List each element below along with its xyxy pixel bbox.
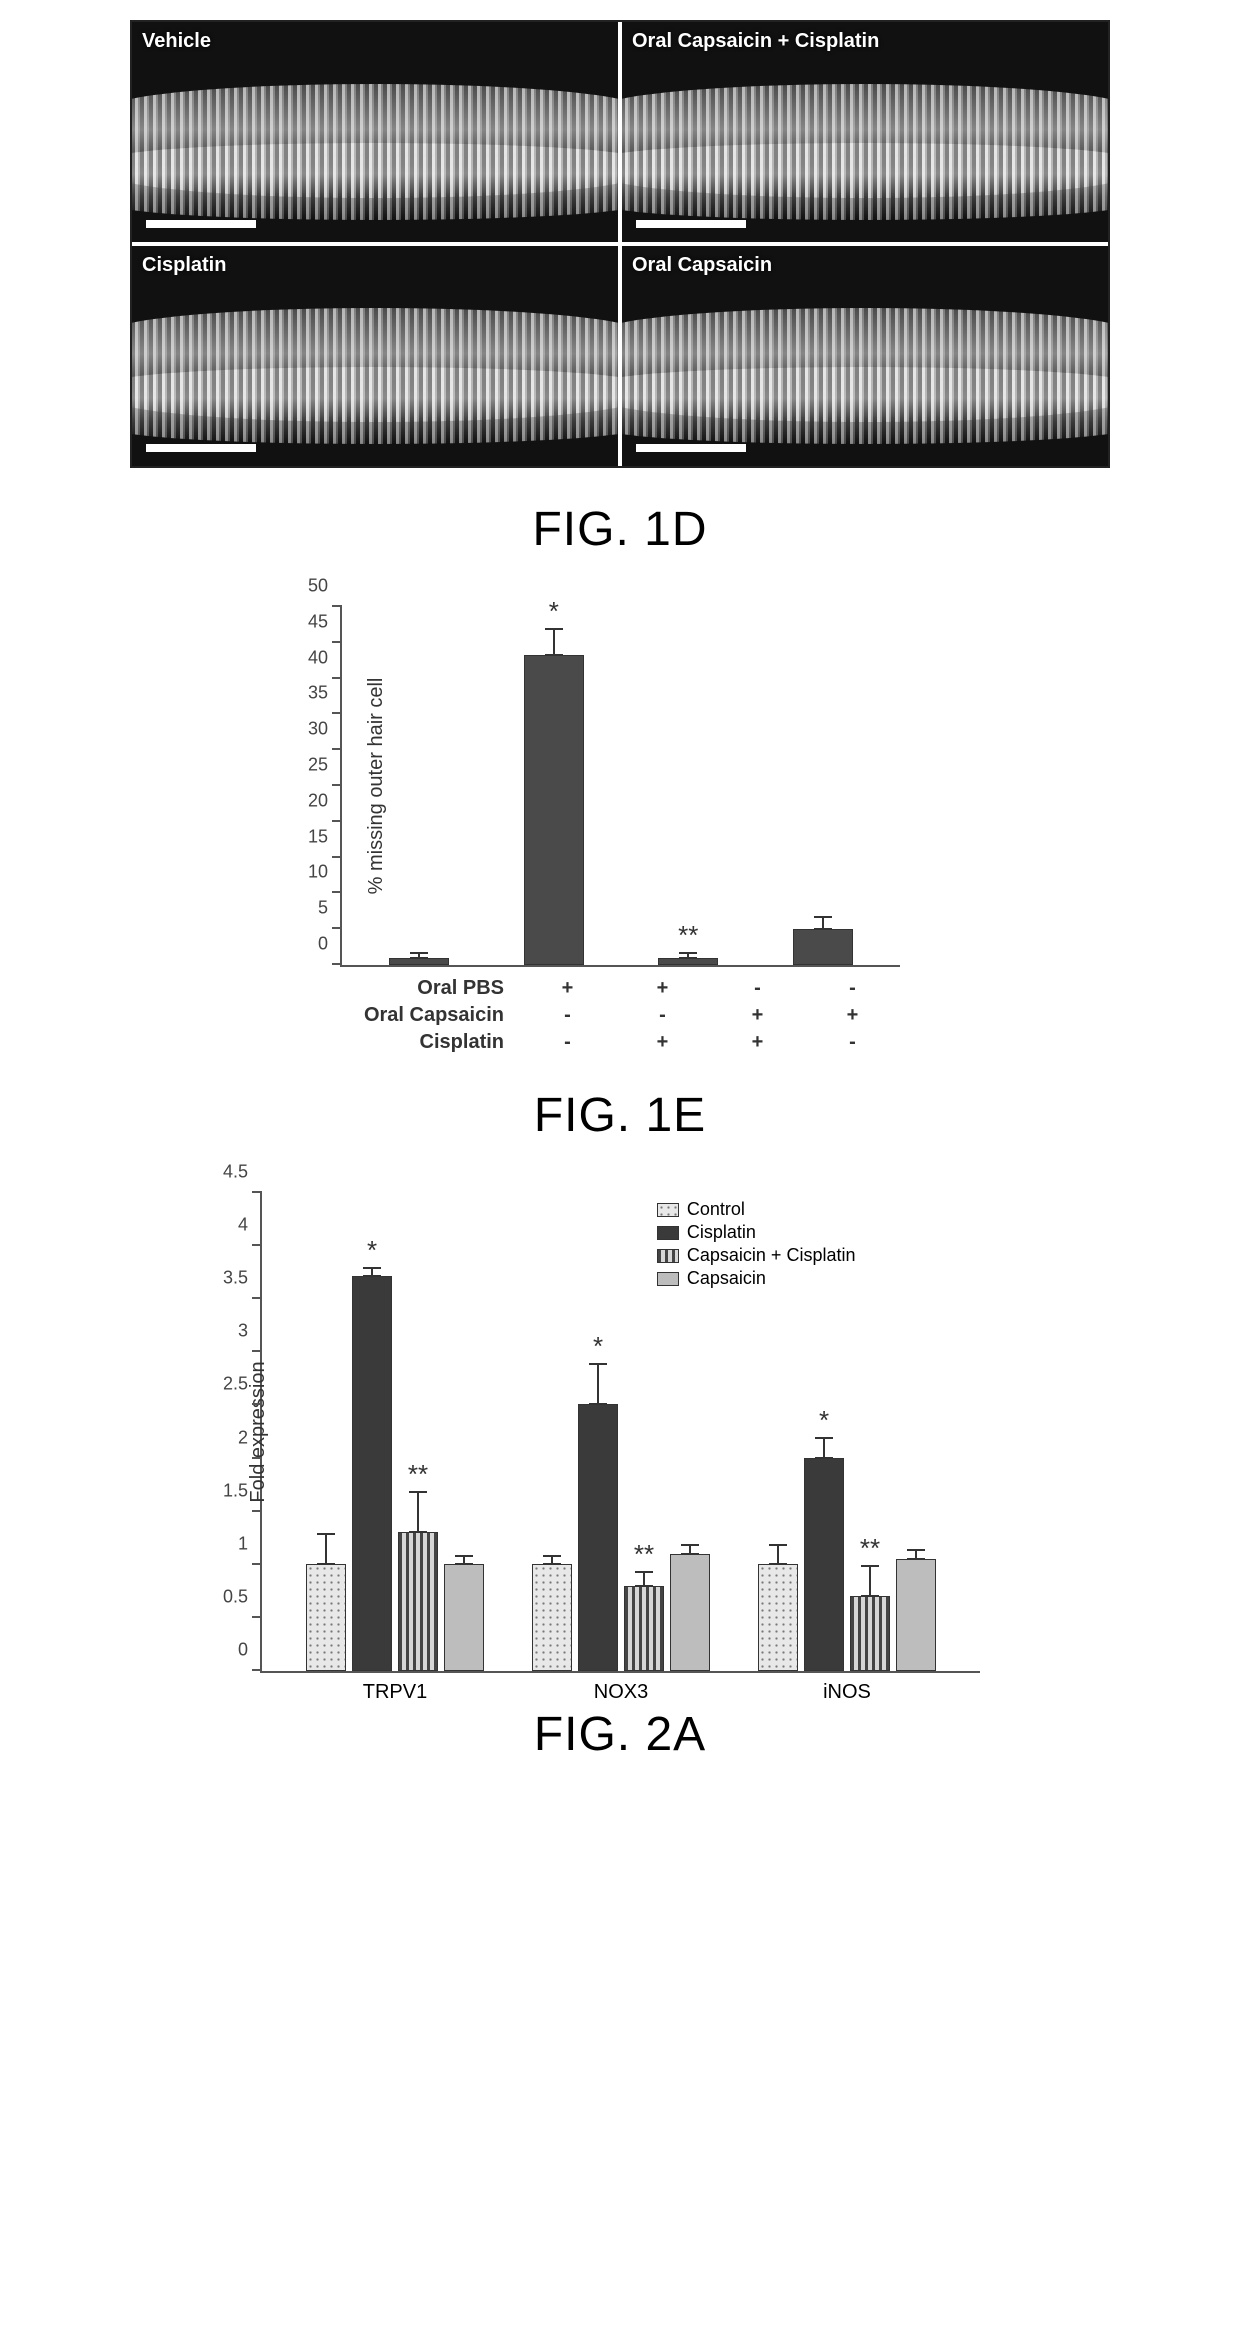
ytick-label: 2 bbox=[238, 1427, 248, 1448]
significance-marker: * bbox=[549, 598, 559, 624]
ytick-label: 10 bbox=[308, 862, 328, 883]
fig2a-chart: Fold expression ControlCisplatinCapsaici… bbox=[260, 1193, 980, 1673]
ytick-label: 5 bbox=[318, 898, 328, 919]
ytick-label: 1.5 bbox=[223, 1480, 248, 1501]
fig1d-caption: FIG. 1D bbox=[532, 502, 707, 557]
fig1d-label-cisplatin: Cisplatin bbox=[142, 254, 226, 277]
ytick-label: 35 bbox=[308, 683, 328, 704]
ytick-label: 3.5 bbox=[223, 1268, 248, 1289]
ytick-label: 0.5 bbox=[223, 1586, 248, 1607]
ytick-label: 4 bbox=[238, 1215, 248, 1236]
bar: * bbox=[352, 1276, 392, 1671]
treatment-sign: + bbox=[710, 1031, 805, 1054]
significance-marker: * bbox=[593, 1333, 603, 1359]
treatment-sign: - bbox=[710, 977, 805, 1000]
bar-group: ***TRPV1 bbox=[306, 1276, 484, 1671]
ytick-label: 2.5 bbox=[223, 1374, 248, 1395]
bar: * bbox=[578, 1404, 618, 1671]
bar: ** bbox=[850, 1596, 890, 1671]
ytick-label: 50 bbox=[308, 576, 328, 597]
significance-marker: ** bbox=[860, 1535, 880, 1561]
treatment-sign: - bbox=[520, 1031, 615, 1054]
scalebar bbox=[146, 220, 256, 228]
treatment-sign: - bbox=[805, 1031, 900, 1054]
fig1d-panel-vehicle: Vehicle bbox=[132, 22, 618, 242]
ytick-label: 45 bbox=[308, 611, 328, 632]
bar: ** bbox=[624, 1586, 664, 1671]
bar bbox=[896, 1559, 936, 1671]
treatment-row-label: Cisplatin bbox=[340, 1031, 520, 1054]
scalebar bbox=[146, 444, 256, 452]
significance-marker: ** bbox=[678, 922, 698, 948]
ytick-label: 30 bbox=[308, 719, 328, 740]
ytick-label: 25 bbox=[308, 755, 328, 776]
bar bbox=[670, 1554, 710, 1671]
treatment-sign: - bbox=[615, 1004, 710, 1027]
bar bbox=[793, 929, 853, 965]
fig2a-caption: FIG. 2A bbox=[534, 1707, 706, 1762]
treatment-row-label: Oral Capsaicin bbox=[340, 1004, 520, 1027]
ytick-label: 0 bbox=[318, 934, 328, 955]
significance-marker: ** bbox=[634, 1541, 654, 1567]
bar-group: ***NOX3 bbox=[532, 1404, 710, 1671]
fig1d-panel-cisplatin: Cisplatin bbox=[132, 246, 618, 466]
bar bbox=[389, 958, 449, 965]
bar bbox=[306, 1564, 346, 1671]
treatment-sign: + bbox=[805, 1004, 900, 1027]
bar: ** bbox=[398, 1532, 438, 1671]
ytick-label: 0 bbox=[238, 1640, 248, 1661]
bar bbox=[532, 1564, 572, 1671]
bar: * bbox=[804, 1458, 844, 1671]
scalebar bbox=[636, 220, 746, 228]
fig1d-micrograph-grid: Vehicle Oral Capsaicin + Cisplatin Cispl… bbox=[130, 20, 1110, 468]
fig1e-treatment-table: Oral PBS++--Oral Capsaicin--++Cisplatin-… bbox=[340, 977, 900, 1054]
ytick-label: 3 bbox=[238, 1321, 248, 1342]
fig1d-label-capsaicin: Oral Capsaicin bbox=[632, 254, 772, 277]
treatment-sign: + bbox=[710, 1004, 805, 1027]
x-category-label: iNOS bbox=[823, 1681, 871, 1704]
ytick-label: 4.5 bbox=[223, 1162, 248, 1183]
ytick-label: 15 bbox=[308, 826, 328, 847]
bar bbox=[444, 1564, 484, 1671]
ytick-label: 40 bbox=[308, 647, 328, 668]
ytick-label: 20 bbox=[308, 790, 328, 811]
x-category-label: NOX3 bbox=[594, 1681, 648, 1704]
fig1d-panel-capsaicin: Oral Capsaicin bbox=[622, 246, 1108, 466]
fig1e-chart: % missing outer hair cell *** 0510152025… bbox=[340, 607, 900, 1054]
bar: ** bbox=[658, 958, 718, 965]
fig1d-label-capsaicin-cisplatin: Oral Capsaicin + Cisplatin bbox=[632, 30, 879, 53]
bar bbox=[758, 1564, 798, 1671]
treatment-sign: + bbox=[615, 977, 710, 1000]
x-category-label: TRPV1 bbox=[363, 1681, 427, 1704]
significance-marker: * bbox=[819, 1407, 829, 1433]
treatment-sign: + bbox=[615, 1031, 710, 1054]
treatment-sign: + bbox=[520, 977, 615, 1000]
treatment-row-label: Oral PBS bbox=[340, 977, 520, 1000]
bar-group: ***iNOS bbox=[758, 1458, 936, 1671]
significance-marker: ** bbox=[408, 1461, 428, 1487]
bar: * bbox=[524, 655, 584, 965]
scalebar bbox=[636, 444, 746, 452]
ytick-label: 1 bbox=[238, 1533, 248, 1554]
treatment-sign: - bbox=[520, 1004, 615, 1027]
fig1e-caption: FIG. 1E bbox=[534, 1088, 706, 1143]
fig1d-panel-capsaicin-cisplatin: Oral Capsaicin + Cisplatin bbox=[622, 22, 1108, 242]
treatment-sign: - bbox=[805, 977, 900, 1000]
significance-marker: * bbox=[367, 1237, 377, 1263]
fig1d-label-vehicle: Vehicle bbox=[142, 30, 211, 53]
